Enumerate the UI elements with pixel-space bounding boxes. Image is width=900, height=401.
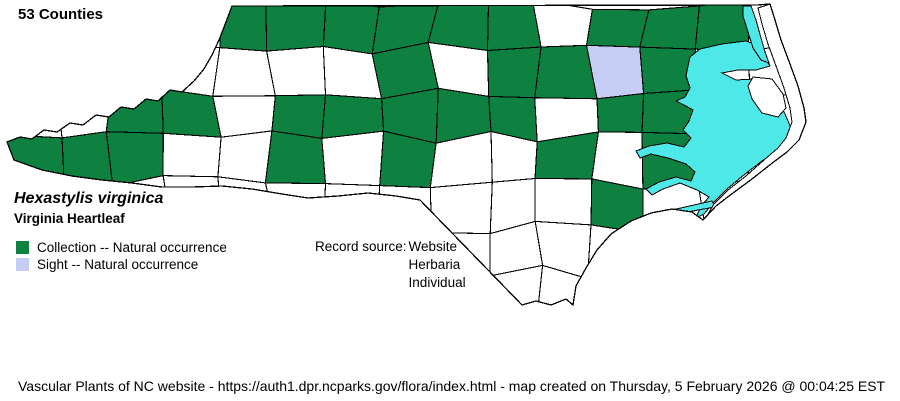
state-outline (6, 3, 807, 307)
county-cell (322, 4, 380, 55)
county-cell (162, 266, 219, 305)
county-cell (105, 88, 164, 134)
county-cell (534, 177, 593, 226)
county-cell (376, 185, 433, 234)
county-cell (264, 130, 327, 185)
county-cell (641, 275, 702, 305)
record-source-label: Record source: (315, 239, 407, 254)
species-scientific-name: Hexastylis virginica (14, 190, 164, 207)
county-cell (105, 4, 171, 51)
county-cell (265, 45, 327, 97)
county-cell (158, 4, 222, 49)
county-cell (162, 132, 222, 178)
county-cell (585, 8, 650, 48)
county-cell (699, 219, 760, 277)
county-cell (162, 175, 223, 227)
county-cell (586, 224, 652, 280)
county-cell (321, 130, 385, 187)
county-cell (110, 268, 168, 305)
species-common-name: Virginia Heartleaf (14, 211, 125, 226)
record-source-values: Website Herbaria Individual (409, 238, 466, 292)
map-legend: Collection -- Natural occurrence Sight -… (16, 239, 227, 273)
water-bodies (635, 4, 806, 222)
county-cell (161, 88, 222, 138)
page-title: 53 Counties (18, 6, 104, 23)
county-cell (7, 134, 65, 187)
currituck-sound (742, 5, 770, 64)
county-cell (7, 51, 59, 99)
species-block: Hexastylis virginica Virginia Heartleaf (14, 189, 163, 228)
county-cell (642, 219, 705, 278)
legend-item-label: Sight -- Natural occurrence (37, 257, 199, 272)
county-cell (748, 220, 806, 280)
county-cell (639, 5, 701, 50)
record-source: Record source: Website Herbaria Individu… (315, 238, 466, 292)
county-cell (585, 44, 645, 100)
dare-peninsula (747, 76, 787, 118)
county-cell (746, 269, 806, 305)
county-cell (214, 266, 279, 305)
county-cell (212, 95, 276, 138)
legend-item-collection: Collection -- Natural occurrence (16, 239, 227, 256)
county-cell (586, 276, 652, 305)
legend-item-label: Collection -- Natural occurrence (37, 240, 227, 255)
county-cell (54, 272, 118, 305)
county-cell (105, 43, 163, 99)
record-source-value: Herbaria (408, 257, 461, 272)
sight-color-swatch (16, 258, 29, 271)
county-cell (322, 183, 381, 234)
collection-color-swatch (16, 241, 29, 254)
county-cell (56, 49, 112, 99)
record-source-value: Website (408, 239, 458, 254)
county-cell (694, 269, 750, 305)
county-cell (486, 4, 542, 52)
county-cell (7, 85, 63, 139)
county-cell (217, 130, 273, 184)
legend-item-sight: Sight -- Natural occurrence (16, 256, 227, 273)
footer-attribution: Vascular Plants of NC website - https://… (18, 378, 886, 394)
county-cell (264, 182, 327, 234)
county-cell (212, 47, 276, 97)
county-cell (7, 272, 65, 305)
county-cell (158, 43, 221, 97)
record-source-value: Individual (408, 275, 466, 290)
county-cell (429, 181, 493, 235)
county-cell (536, 264, 597, 305)
county-cell (219, 4, 268, 52)
county-cell (486, 46, 542, 99)
county-cell (746, 181, 806, 227)
county-cell (265, 4, 327, 52)
county-cell (531, 4, 594, 48)
county-cell (596, 92, 645, 133)
